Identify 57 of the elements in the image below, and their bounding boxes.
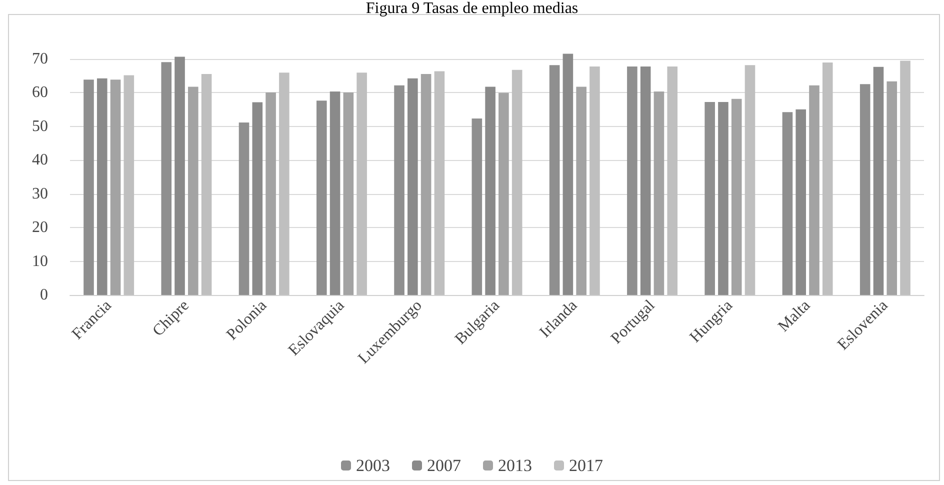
bar [562,54,574,295]
bar [485,86,496,295]
bar [822,62,833,295]
legend-label: 2017 [569,456,604,475]
bar [654,91,664,295]
bar [809,85,820,295]
bar [590,66,600,295]
bar [640,66,651,295]
bar [96,78,108,295]
legend-label: 2003 [356,456,390,475]
bar [252,102,263,295]
y-tick-label: 50 [32,118,48,135]
legend-label: 2013 [498,456,532,475]
bar [667,66,678,295]
y-tick-label: 10 [32,252,48,270]
y-tick-label: 20 [32,219,48,236]
bar [124,75,134,295]
bar [704,102,715,295]
bar [627,66,638,295]
bar [343,92,354,295]
bar [238,122,250,295]
y-tick-label: 40 [32,152,48,168]
bar [394,85,404,295]
bar [744,65,756,295]
bar [472,118,482,295]
bar [110,80,121,295]
bar [718,102,728,295]
bar [84,80,94,295]
bar [873,66,884,295]
y-tick-label: 0 [40,286,48,304]
bar [860,84,870,295]
bar [266,92,276,295]
bar [731,98,742,295]
bar [408,78,418,295]
bar [174,56,185,295]
legend-label: 2007 [427,456,462,475]
chart-title: Figura 9 Tasas de empleo medias [364,0,580,18]
bar [576,86,586,295]
bar [549,65,560,295]
bar [279,72,290,295]
bar [434,71,445,295]
bar [356,72,367,295]
bar [900,60,910,295]
bar [420,74,432,295]
bar [512,70,522,295]
bar [161,62,172,295]
bar [330,91,340,295]
bar [316,100,327,295]
y-tick-label: 60 [32,84,48,101]
bar [498,92,509,295]
bar [886,81,898,295]
bar [201,74,212,295]
bar [188,86,198,295]
y-tick-label: 70 [32,50,48,68]
bar [796,109,806,295]
bar [782,112,793,295]
y-tick-label: 30 [32,185,48,202]
